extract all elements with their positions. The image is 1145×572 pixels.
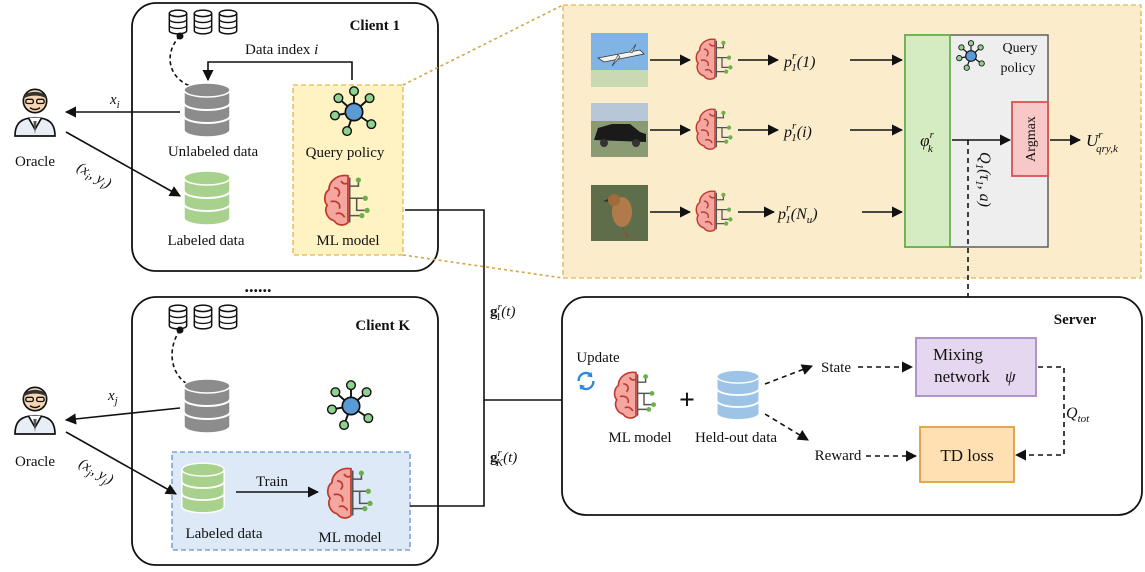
query-policy-label: Query policy	[306, 145, 385, 161]
update-label: Update	[576, 350, 620, 366]
clientK-title: Client K	[355, 318, 410, 334]
car-image	[591, 103, 648, 157]
p-label-1: pr 1(1)	[783, 50, 815, 74]
outline-db-icon	[168, 304, 188, 330]
gradient-line-1	[405, 209, 602, 406]
zoom-line	[402, 254, 564, 279]
xy-i-label: (xi, yi)	[73, 160, 115, 195]
x-i-label: xi	[109, 92, 120, 111]
unlabeled-db-icon	[183, 82, 231, 138]
psi-label: ψ	[1005, 367, 1016, 386]
td-loss-box	[919, 426, 1015, 483]
mixing-network-box	[915, 337, 1037, 397]
query-arrow	[64, 407, 181, 425]
server-ml-model-label: ML model	[608, 430, 671, 446]
oracle-icon	[14, 386, 56, 435]
server-title: Server	[1054, 312, 1097, 328]
ml-model-label: ML model	[318, 530, 381, 546]
outline-db-icon	[168, 9, 188, 35]
outline-db-icon	[193, 304, 213, 330]
td-loss-label: TD loss	[940, 446, 993, 465]
outline-db-icon	[193, 9, 213, 35]
client-ellipsis: ......	[245, 276, 272, 296]
query-model-box	[292, 84, 404, 256]
server-box	[561, 296, 1143, 516]
plus-sign: +	[679, 385, 695, 416]
labeled-label: Labeled data	[167, 233, 244, 249]
q1-label: Q1(τ1, a)	[973, 152, 993, 207]
qtot-label: Qtot	[1066, 405, 1090, 425]
reward-label: Reward	[815, 448, 862, 464]
argmax-box	[1011, 101, 1049, 177]
ml-model-label: ML model	[316, 233, 379, 249]
qp-label-line2: policy	[1001, 61, 1036, 76]
gradient-line-K	[410, 400, 485, 507]
heldout-label: Held-out data	[695, 430, 777, 446]
heldout-db-icon	[715, 369, 761, 421]
bird-image	[591, 185, 648, 241]
gK-label: gr K(t)	[490, 447, 517, 469]
x-j-label: xj	[107, 388, 118, 407]
phi-bar	[904, 34, 951, 248]
state-label: State	[821, 360, 851, 376]
labeled-label: Labeled data	[185, 526, 262, 542]
unlabeled-db-icon	[183, 378, 231, 434]
argmax-label: Argmax	[1024, 116, 1039, 162]
mixing-line1: Mixing	[933, 345, 984, 364]
client1-title: Client 1	[350, 18, 400, 34]
label-arrow	[65, 431, 177, 495]
data-index-label: Data index i	[245, 42, 318, 58]
qtot-arrow	[1014, 366, 1065, 461]
data-index-arrow	[202, 61, 353, 82]
labeled-db-icon	[183, 170, 231, 226]
g1-label: gr 1(t)	[490, 301, 515, 323]
qp-label-line1: Query	[1003, 41, 1038, 56]
detail-panel	[562, 4, 1142, 279]
outline-db-icon	[218, 9, 238, 35]
u-label: Ur qry,k	[1086, 129, 1119, 155]
oracle-label: Oracle	[15, 454, 55, 470]
data-flow-dashed	[171, 329, 197, 389]
mixing-line2: network	[934, 367, 990, 386]
unlabeled-label: Unlabeled data	[168, 144, 259, 160]
data-flow-dashed	[169, 35, 197, 89]
airplane-image	[591, 33, 648, 87]
oracle-label: Oracle	[15, 154, 55, 170]
p-label-nu: pr 1(Nu)	[777, 202, 818, 226]
p-label-i: pr 1(i)	[783, 120, 812, 144]
labeled-db-icon	[180, 462, 226, 514]
xy-j-label: (xj, yj)	[75, 456, 117, 491]
outline-db-icon	[218, 304, 238, 330]
oracle-icon	[14, 88, 56, 137]
phi-label: φr k	[920, 129, 934, 155]
train-label: Train	[256, 474, 288, 490]
label-arrow	[65, 131, 181, 197]
